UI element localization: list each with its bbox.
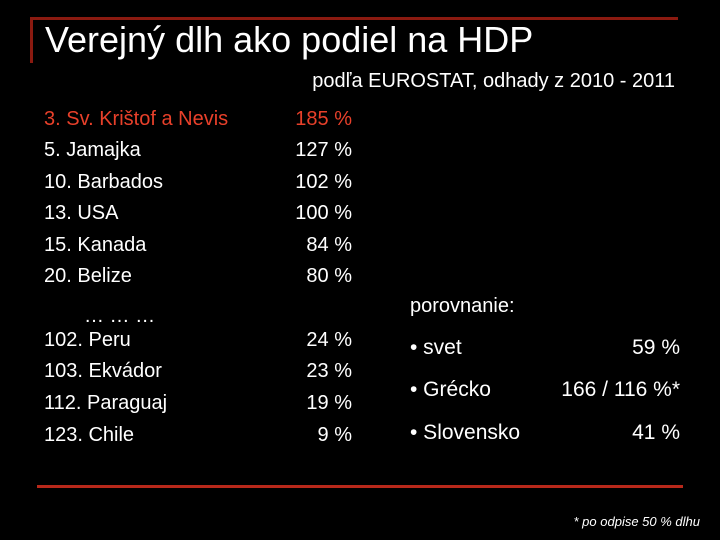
row-name: 112. Paraguaj — [44, 392, 168, 414]
row-value: 102 % — [295, 171, 352, 193]
row-name: 102. Peru — [44, 329, 131, 351]
row-name: 10. Barbados — [44, 171, 163, 193]
comparison-name: • svet — [410, 336, 462, 359]
row-value: 127 % — [295, 139, 352, 161]
subtitle: podľa EUROSTAT, odhady z 2010 - 2011 — [312, 70, 675, 92]
row-name: 5. Jamajka — [44, 139, 141, 161]
row-name: 103. Ekvádor — [44, 360, 162, 382]
row-value: 100 % — [295, 202, 352, 224]
row-value: 23 % — [306, 360, 352, 382]
row-value: 84 % — [306, 234, 352, 256]
comparison-value: 41 % — [632, 421, 680, 444]
comparison-name: • Slovensko — [410, 421, 521, 444]
comparison-value: 166 / 116 %* — [561, 378, 680, 401]
row-value: 9 % — [317, 424, 352, 446]
row-name: 15. Kanada — [44, 234, 147, 256]
row-value: 80 % — [306, 265, 352, 287]
row-value: 24 % — [306, 329, 352, 351]
row-name: 13. USA — [44, 202, 119, 224]
row-name: 20. Belize — [44, 265, 132, 287]
row-value: 185 % — [295, 108, 352, 130]
side-rule — [30, 17, 33, 63]
ellipsis: … … … — [84, 305, 156, 327]
title: Verejný dlh ako podiel na HDP — [45, 19, 534, 60]
comparison-name: • Grécko — [410, 378, 491, 401]
top-rule — [30, 17, 678, 20]
row-value: 19 % — [306, 392, 352, 414]
comparison-label: porovnanie: — [410, 295, 515, 317]
row-name: 3. Sv. Krištof a Nevis — [44, 108, 229, 130]
footnote: * po odpise 50 % dlhu — [573, 514, 700, 529]
row-name: 123. Chile — [44, 424, 135, 446]
bottom-rule — [37, 485, 683, 488]
comparison-value: 59 % — [632, 336, 680, 359]
